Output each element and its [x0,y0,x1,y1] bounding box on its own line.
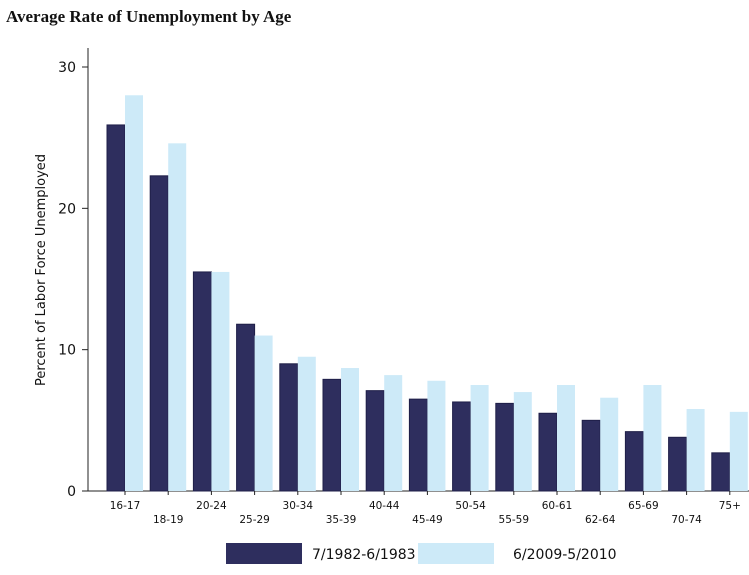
y-tick-label: 30 [58,60,76,76]
x-tick-label: 18-19 [153,514,184,526]
legend: 7/1982-6/1983 6/2009-5/2010 [226,543,617,564]
bar-series-1-45-49 [408,398,428,492]
x-tick-label: 16-17 [110,500,141,512]
bar-series-1-55-59 [495,402,515,492]
x-tick-label: 75+ [719,500,741,512]
bar-series-1-70-74 [668,436,688,492]
bar-series-1-65-69 [624,431,644,492]
bar-series-1-60-61 [538,412,558,492]
bar-series-2-18-19 [168,143,187,491]
x-tick-label: 50-54 [455,500,486,512]
y-ticks: 0 10 20 30 [58,60,88,500]
bar-series-2-30-34 [297,356,316,491]
bar-series-2-60-61 [557,385,575,491]
bar-series-2-50-54 [470,385,489,491]
x-tick-label: 20-24 [196,500,227,512]
legend-label-1: 7/1982-6/1983 [312,547,416,563]
legend-swatch-1 [226,543,302,564]
bar-series-2-16-17 [125,95,143,492]
y-tick-label: 20 [58,201,76,217]
bar-series-1-30-34 [279,363,299,492]
x-tick-labels: 16-17 18-19 20-24 25-29 30-34 35-39 40-44 45-49… [110,491,741,526]
x-tick-label: 35-39 [326,514,357,526]
bar-series-1-18-19 [149,175,169,492]
bar-series-2-70-74 [686,409,705,491]
bar-series-1-35-39 [322,378,342,492]
bar-series-2-25-29 [254,335,273,491]
x-tick-label: 60-61 [542,500,573,512]
bar-series-2-62-64 [600,397,619,491]
bar-series-1-50-54 [452,401,472,492]
bar-series-1-40-44 [365,390,385,492]
bar-series-2-45-49 [427,380,446,491]
x-tick-label: 70-74 [671,514,702,526]
bar-series-2-65-69 [643,385,662,491]
bar-series-1-20-24 [192,271,212,492]
x-tick-label: 55-59 [499,514,530,526]
x-tick-label: 62-64 [585,514,616,526]
x-tick-label: 65-69 [628,500,659,512]
y-tick-label: 10 [58,343,76,359]
bar-series-2-40-44 [384,375,403,491]
chart-title: Average Rate of Unemployment by Age [6,7,292,26]
bar-series-1-75+ [711,452,731,492]
y-axis-label: Percent of Labor Force Unemployed [34,154,49,386]
bar-series-1-25-29 [236,323,256,492]
x-tick-label: 40-44 [369,500,400,512]
bar-series-2-55-59 [513,392,532,491]
x-tick-label: 30-34 [283,500,314,512]
bar-series-2-35-39 [341,368,359,491]
bar-series-2-20-24 [211,271,230,491]
x-tick-label: 25-29 [239,514,270,526]
bars [106,95,748,492]
legend-label-2: 6/2009-5/2010 [513,547,617,563]
bar-series-2-75+ [729,411,748,491]
legend-swatch-2 [418,543,494,564]
x-tick-label: 45-49 [412,514,443,526]
bar-series-1-62-64 [581,419,601,492]
y-tick-label: 0 [67,484,76,500]
bar-series-1-16-17 [106,124,126,492]
